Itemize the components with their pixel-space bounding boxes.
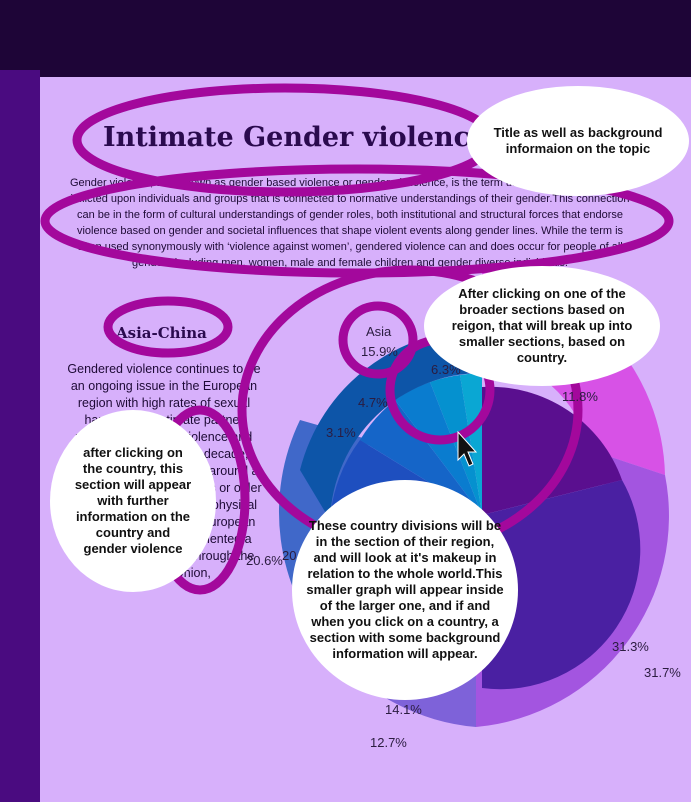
outer-label-31-7: 31.7% (644, 665, 681, 680)
cursor-icon (457, 430, 478, 467)
sketch-title-circle (72, 83, 498, 197)
outer-label-11-8: 11.8% (562, 389, 598, 404)
note-region-text: After clicking on one of the broader sec… (451, 286, 633, 365)
side-bar (0, 70, 40, 802)
outer-label-31-3: 31.3% (612, 639, 649, 654)
inner-label-4-7: 4.7% (358, 395, 388, 410)
country-slice-5[interactable] (460, 373, 482, 515)
page-title: Intimate Gender violence (103, 122, 488, 153)
core-slice-purple[interactable] (482, 386, 622, 515)
note-division-text: These country divisions will be in the s… (306, 518, 504, 661)
inner-label-20: 20 (282, 548, 297, 563)
sketch-asia-circle (338, 301, 418, 379)
outer-label-20-6: 20.6% (246, 553, 283, 568)
inner-label-14-1: 14.1% (385, 702, 422, 717)
note-region: After clicking on one of the broader sec… (424, 266, 660, 386)
note-title: Title as well as background informaion o… (467, 86, 689, 196)
note-country-text: after clicking on the country, this sect… (74, 445, 192, 556)
inner-label-asia: Asia (366, 324, 392, 339)
top-bar (0, 0, 691, 77)
inner-label-3-1: 3.1% (326, 425, 356, 440)
asia-outer-band[interactable] (300, 329, 482, 520)
sketch-region-heading-circle (103, 296, 233, 358)
country-slice-3[interactable] (395, 382, 482, 515)
outer-label-12-7: 12.7% (370, 735, 407, 750)
country-slice-2[interactable] (360, 400, 482, 515)
inner-label-asia-pct: 15.9% (361, 344, 398, 359)
note-country: after clicking on the country, this sect… (50, 410, 216, 592)
core-slice-indigo[interactable] (482, 480, 641, 690)
note-division: These country divisions will be in the s… (292, 480, 518, 700)
country-slice-4[interactable] (430, 375, 482, 515)
note-title-text: Title as well as background informaion o… (493, 125, 663, 156)
region-heading[interactable]: Asia-China (116, 324, 207, 342)
